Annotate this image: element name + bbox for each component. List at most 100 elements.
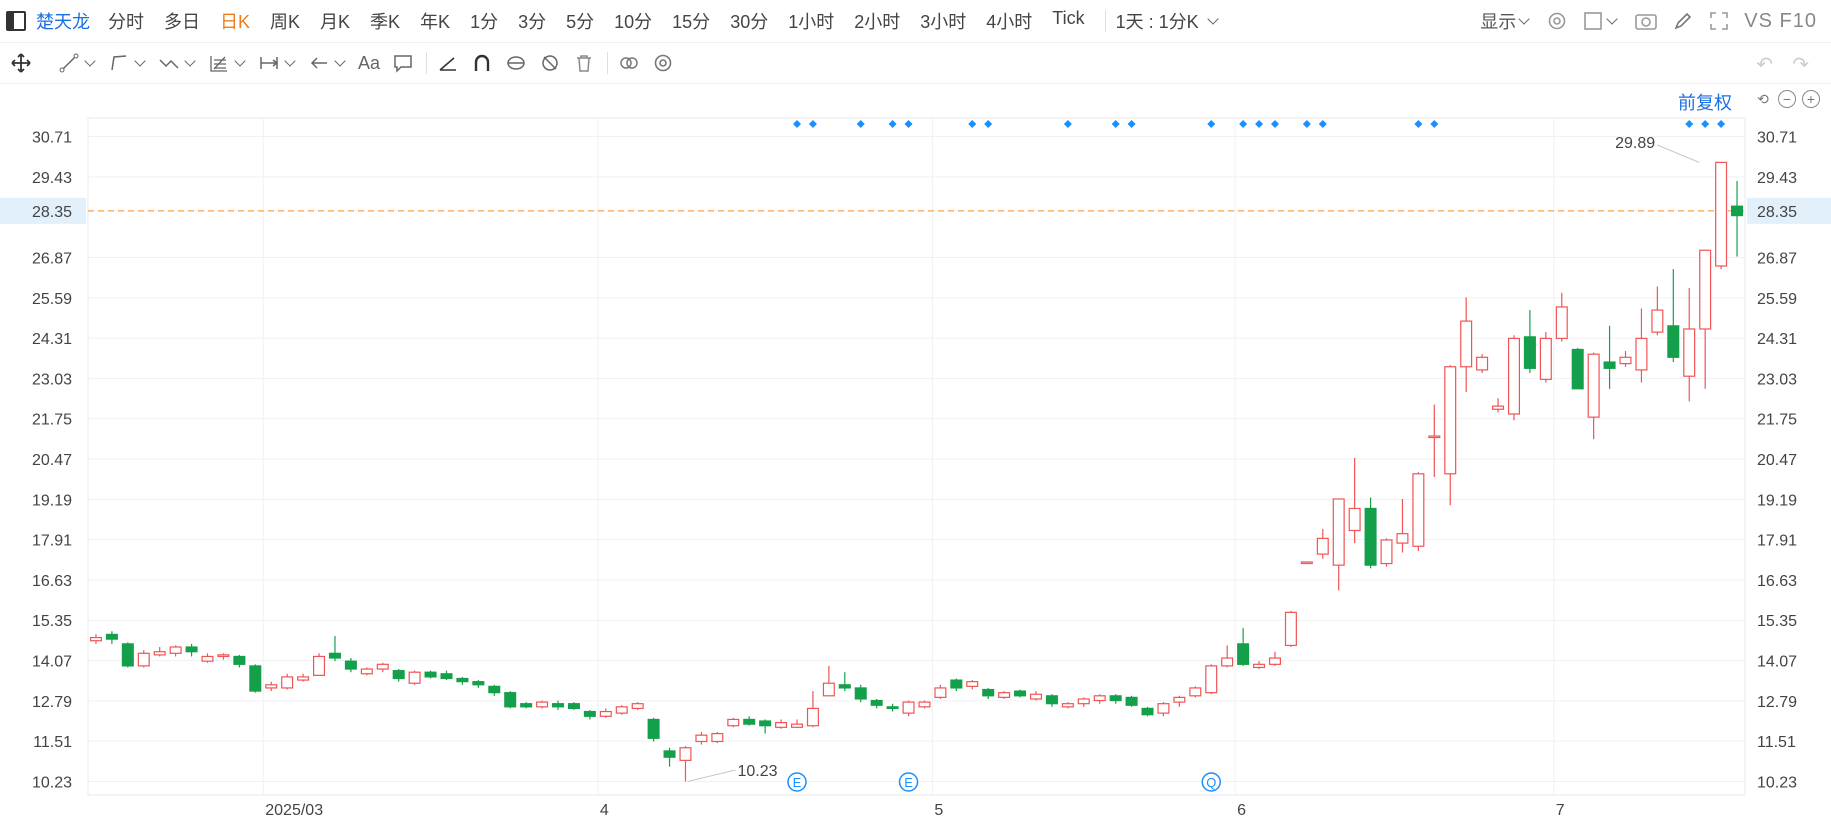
y-tick-label-left: 30.71 <box>32 130 72 147</box>
y-tick-label-right: 17.91 <box>1757 533 1797 550</box>
divider <box>607 52 608 74</box>
candle-down <box>1667 325 1680 358</box>
y-tick-label-left: 14.07 <box>32 654 72 671</box>
event-diamond-marker <box>968 120 977 128</box>
candle-up <box>966 681 979 687</box>
y-tick-label-right: 14.07 <box>1757 654 1797 671</box>
link-icon[interactable] <box>616 50 642 76</box>
candle-down <box>551 703 565 708</box>
event-diamond-marker <box>904 120 913 128</box>
divider <box>426 52 427 74</box>
comment-icon[interactable] <box>390 50 416 76</box>
tab-period-0[interactable]: 分时 <box>108 12 144 32</box>
measure-icon[interactable] <box>256 50 282 76</box>
candle-up <box>1539 337 1552 380</box>
arrow-icon[interactable] <box>306 50 332 76</box>
tab-period-11[interactable]: 15分 <box>672 12 711 32</box>
hide-icon[interactable] <box>537 50 563 76</box>
candle-up <box>1555 306 1568 340</box>
undo-icon[interactable]: ↶ <box>1756 54 1773 76</box>
candle-down <box>121 643 134 667</box>
tab-period-7[interactable]: 1分 <box>470 12 499 32</box>
candle-up <box>775 721 788 728</box>
candle-up <box>822 682 835 697</box>
candle-up <box>615 706 628 714</box>
redo-icon[interactable]: ↷ <box>1792 54 1809 76</box>
event-diamond-marker <box>984 120 993 128</box>
last-price-label-bg-right <box>1747 197 1831 224</box>
event-diamond-marker <box>1255 120 1264 128</box>
zoom-out-icon[interactable]: − <box>1778 90 1796 108</box>
y-tick-label-right: 10.23 <box>1757 774 1797 791</box>
y-tick-label-right: 25.59 <box>1757 291 1797 308</box>
tab-period-17[interactable]: Tick <box>1052 8 1085 28</box>
candle-down <box>105 633 118 640</box>
event-diamond-marker <box>1302 120 1311 128</box>
tab-period-12[interactable]: 30分 <box>730 12 769 32</box>
camera-icon[interactable] <box>1634 10 1658 32</box>
layout-icon[interactable] <box>1582 10 1620 32</box>
pen-icon[interactable] <box>1672 10 1694 32</box>
tab-period-15[interactable]: 3小时 <box>920 12 967 32</box>
candle-up <box>201 655 214 662</box>
low-annotation-leader <box>687 769 736 782</box>
y-tick-label-right: 23.03 <box>1757 371 1797 388</box>
vs-f10-button[interactable]: VS F10 <box>1744 9 1817 32</box>
candle-down <box>1045 695 1058 705</box>
top-bar: 楚天龙 分时 多日 日K 周K 月K 季K 年K 1分 3分 5分 10分 15分 30分 1小时 2小时 3… <box>0 0 1831 43</box>
y-tick-label-right: 11.51 <box>1757 734 1796 751</box>
candle-up <box>1077 698 1090 705</box>
tab-period-13[interactable]: 1小时 <box>788 12 835 32</box>
sidebar-toggle-icon[interactable] <box>6 11 26 31</box>
candle-down <box>1125 696 1138 706</box>
tab-period-6[interactable]: 年K <box>420 12 451 32</box>
zoom-controls: ⟲ − + <box>1754 90 1820 108</box>
event-marker-label: Q <box>1206 775 1216 790</box>
fullscreen-icon[interactable] <box>1708 10 1730 32</box>
x-tick-label: 5 <box>934 802 943 819</box>
event-marker-circle <box>898 772 919 792</box>
tab-period-9[interactable]: 5分 <box>566 12 595 32</box>
tab-period-5[interactable]: 季K <box>370 12 401 32</box>
settings-icon[interactable] <box>1546 10 1568 32</box>
eye-icon[interactable] <box>503 50 529 76</box>
event-diamond-marker <box>1318 120 1327 128</box>
candle-down <box>488 685 501 694</box>
range-selector[interactable]: 1天 : 1分K <box>1115 12 1199 32</box>
display-menu[interactable]: 显示 <box>1480 8 1532 34</box>
y-tick-label-left: 24.31 <box>32 331 72 348</box>
trash-icon[interactable] <box>571 50 597 76</box>
stock-name[interactable]: 楚天龙 <box>36 12 90 32</box>
tab-period-14[interactable]: 2小时 <box>854 12 901 32</box>
tab-period-8[interactable]: 3分 <box>518 12 547 32</box>
candle-up <box>727 718 740 727</box>
polyline-icon[interactable] <box>106 50 132 76</box>
line-icon[interactable] <box>56 50 82 76</box>
event-diamond-marker <box>888 120 897 128</box>
event-diamond-marker <box>1414 120 1423 128</box>
wave-icon[interactable] <box>156 50 182 76</box>
adjust-mode-button[interactable]: 前复权 <box>1678 93 1732 113</box>
move-icon[interactable] <box>8 50 34 76</box>
candle-down <box>392 670 405 680</box>
tab-period-4[interactable]: 月K <box>320 12 351 32</box>
tab-period-10[interactable]: 10分 <box>614 12 653 32</box>
fib-icon[interactable] <box>206 50 232 76</box>
zoom-in-icon[interactable]: + <box>1802 90 1820 108</box>
tab-period-16[interactable]: 4小时 <box>986 12 1033 32</box>
tab-period-1[interactable]: 多日 <box>164 12 200 32</box>
angle-icon[interactable] <box>435 50 461 76</box>
event-diamond-marker <box>1111 120 1120 128</box>
y-tick-label-left: 26.87 <box>32 250 72 267</box>
tab-period-2[interactable]: 日K <box>220 12 251 32</box>
candle-down <box>424 671 437 678</box>
tab-period-3[interactable]: 周K <box>270 12 301 32</box>
y-tick-label-left: 10.23 <box>32 774 72 791</box>
text-icon[interactable]: Aa <box>357 52 381 73</box>
candle-up <box>1093 695 1106 702</box>
settings-icon[interactable] <box>650 50 676 76</box>
magnet-icon[interactable] <box>469 50 495 76</box>
reset-icon[interactable]: ⟲ <box>1757 91 1769 107</box>
candle-down <box>344 660 357 670</box>
